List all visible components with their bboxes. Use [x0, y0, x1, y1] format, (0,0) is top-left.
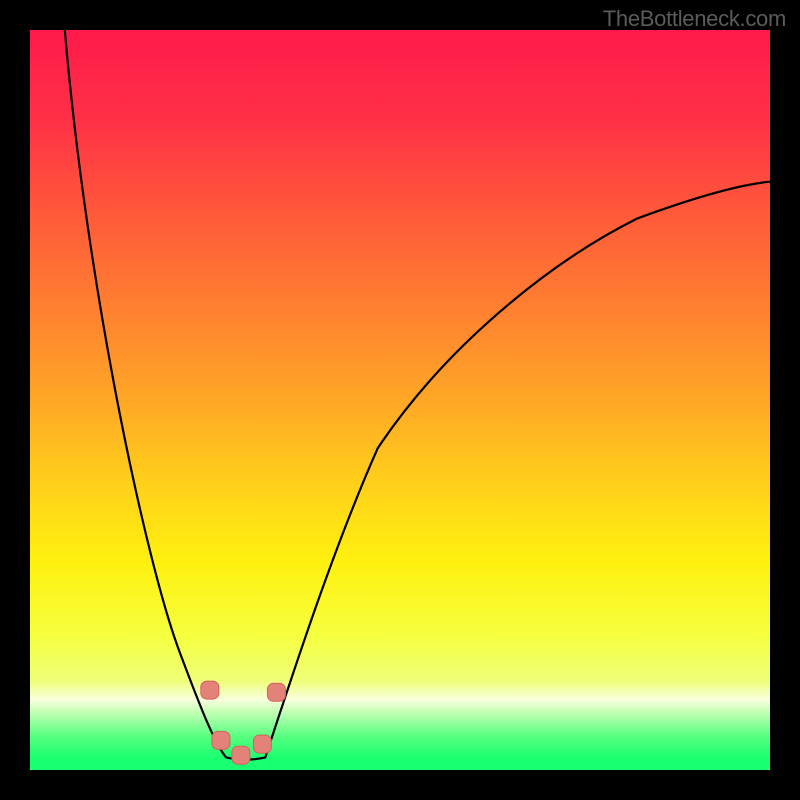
curve-marker [232, 746, 250, 764]
curve-marker [212, 731, 230, 749]
watermark-text: TheBottleneck.com [603, 6, 786, 32]
gradient-background [30, 30, 770, 770]
curve-marker [201, 681, 219, 699]
curve-marker [267, 683, 285, 701]
curve-marker [253, 735, 271, 753]
bottleneck-curve-chart [30, 30, 770, 770]
chart-area [30, 30, 770, 770]
